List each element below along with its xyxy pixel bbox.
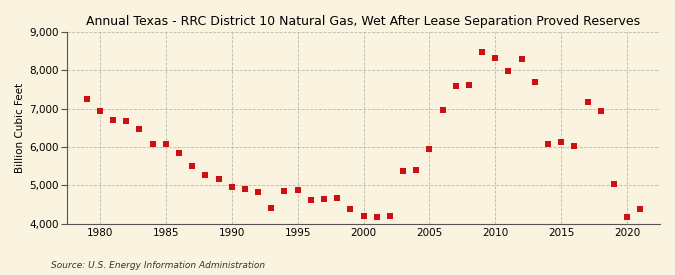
Point bbox=[173, 151, 184, 155]
Point bbox=[595, 109, 606, 114]
Point bbox=[95, 108, 105, 113]
Point bbox=[490, 56, 501, 60]
Point bbox=[292, 188, 303, 193]
Title: Annual Texas - RRC District 10 Natural Gas, Wet After Lease Separation Proved Re: Annual Texas - RRC District 10 Natural G… bbox=[86, 15, 641, 28]
Point bbox=[398, 169, 408, 174]
Point bbox=[582, 100, 593, 104]
Point bbox=[240, 187, 250, 191]
Point bbox=[608, 181, 619, 186]
Point bbox=[319, 197, 329, 201]
Point bbox=[305, 198, 316, 202]
Point bbox=[358, 214, 369, 218]
Point bbox=[516, 57, 527, 61]
Point bbox=[543, 142, 554, 147]
Point bbox=[424, 147, 435, 152]
Point bbox=[464, 83, 475, 87]
Point bbox=[450, 84, 461, 88]
Point bbox=[134, 126, 145, 131]
Point bbox=[82, 97, 92, 101]
Point bbox=[529, 80, 540, 84]
Point bbox=[634, 207, 645, 211]
Point bbox=[213, 177, 224, 181]
Point bbox=[345, 207, 356, 211]
Point bbox=[279, 189, 290, 193]
Y-axis label: Billion Cubic Feet: Billion Cubic Feet bbox=[15, 83, 25, 173]
Point bbox=[622, 215, 632, 219]
Point bbox=[385, 214, 396, 218]
Text: Source: U.S. Energy Information Administration: Source: U.S. Energy Information Administ… bbox=[51, 260, 265, 270]
Point bbox=[108, 118, 119, 122]
Point bbox=[477, 49, 487, 54]
Point bbox=[121, 119, 132, 123]
Point bbox=[503, 68, 514, 73]
Point bbox=[147, 142, 158, 147]
Point bbox=[200, 173, 211, 177]
Point bbox=[161, 142, 171, 146]
Point bbox=[556, 140, 566, 145]
Point bbox=[252, 190, 263, 194]
Point bbox=[437, 108, 448, 112]
Point bbox=[331, 196, 342, 200]
Point bbox=[266, 205, 277, 210]
Point bbox=[226, 185, 237, 189]
Point bbox=[569, 144, 580, 148]
Point bbox=[371, 215, 382, 219]
Point bbox=[187, 164, 198, 169]
Point bbox=[411, 168, 422, 172]
